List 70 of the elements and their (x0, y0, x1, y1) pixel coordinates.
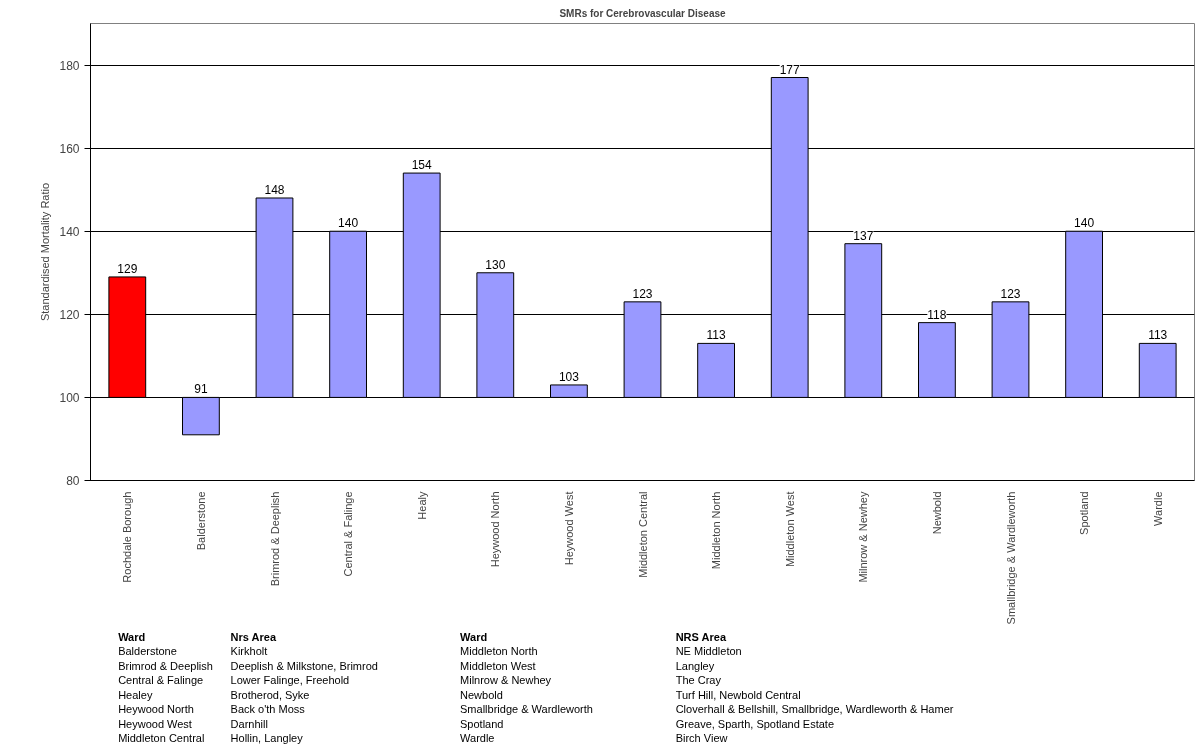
data-label: 177 (779, 62, 801, 77)
x-tick-label: Heywood North (489, 491, 502, 568)
text: Darnhill (230, 717, 268, 730)
x-tick-label: Brimrod & Deeplish (268, 491, 281, 587)
chart-title: SMRs for Cerebrovascular Disease (559, 7, 727, 19)
x-tick-label: Middleton West (783, 491, 796, 568)
data-label: 113 (706, 328, 726, 343)
y-tick-label: 180 (59, 58, 80, 73)
x-tick-label: Milnrow & Newhey (857, 491, 870, 583)
text: Nrs Area (230, 630, 277, 643)
text: Turf Hill, Newbold Central (675, 688, 801, 701)
text: Birch View (675, 732, 728, 744)
x-tick-label: Smallbridge & Wardleworth (1004, 491, 1017, 625)
text: The Cray (675, 674, 722, 686)
y-axis-title: Standardised Mortality Ratio (39, 182, 52, 322)
text: Middleton West (460, 659, 536, 672)
text: Central & Falinge (118, 674, 204, 686)
text: Ward (460, 630, 488, 643)
data-label: 123 (632, 286, 653, 301)
text: Spotland (460, 717, 504, 730)
text: Langley (675, 659, 715, 672)
text: Brimrod & Deeplish (118, 659, 213, 672)
y-tick-label: 160 (59, 141, 80, 156)
data-label: 154 (411, 158, 433, 173)
data-label: 130 (485, 257, 506, 272)
text: Back o'th Moss (230, 703, 306, 715)
data-label: 140 (1074, 216, 1095, 231)
text: Deeplish & Milkstone, Brimrod (230, 659, 378, 672)
data-label: 91 (194, 382, 208, 397)
text: Greave, Sparth, Spotland Estate (675, 717, 835, 730)
text: Middleton Central (118, 732, 205, 744)
data-label: 148 (264, 182, 285, 197)
y-tick-label: 80 (66, 474, 80, 488)
data-label: 140 (338, 216, 359, 231)
y-tick-label: 120 (59, 307, 80, 322)
x-tick-label: Healy (415, 491, 428, 520)
text: Middleton North (460, 645, 538, 657)
data-label: 113 (1148, 328, 1168, 343)
x-tick-label: Balderstone (194, 491, 207, 551)
text: Heywood West (118, 717, 192, 730)
text: Smallbridge & Wardleworth (460, 703, 593, 715)
data-label: 103 (558, 369, 580, 384)
text: Healey (118, 688, 153, 701)
text: NE Middleton (675, 645, 742, 657)
x-tick-label: Heywood West (562, 491, 575, 566)
data-label: 137 (853, 228, 874, 243)
x-tick-label: Spotland (1078, 491, 1091, 535)
y-tick-label: 100 (59, 390, 80, 405)
text: NRS Area (675, 630, 727, 643)
y-tick-label: 140 (59, 224, 80, 239)
text: Balderstone (118, 645, 177, 657)
text: Kirkholt (230, 645, 268, 657)
x-tick-label: Middleton North (710, 491, 723, 570)
text: Newbold (460, 688, 503, 701)
x-tick-label: Rochdale Borough (121, 491, 134, 583)
text: Cloverhall & Bellshill, Smallbridge, Wardleworth & Hamer (675, 703, 954, 715)
text: Brotherod, Syke (230, 688, 310, 701)
data-label: 118 (927, 307, 947, 322)
data-label: 123 (1000, 286, 1021, 301)
text: Ward (118, 630, 146, 643)
text: Lower Falinge, Freehold (230, 674, 350, 686)
data-label: 129 (117, 261, 138, 276)
x-tick-label: Wardle (1151, 491, 1164, 526)
x-tick-label: Middleton Central (636, 491, 649, 578)
text: Milnrow & Newhey (460, 674, 552, 686)
text: Wardle (460, 732, 495, 744)
text: Hollin, Langley (230, 732, 304, 744)
x-tick-label: Newbold (930, 491, 943, 535)
x-tick-label: Central & Falinge (342, 491, 355, 577)
text: Heywood North (118, 703, 194, 715)
